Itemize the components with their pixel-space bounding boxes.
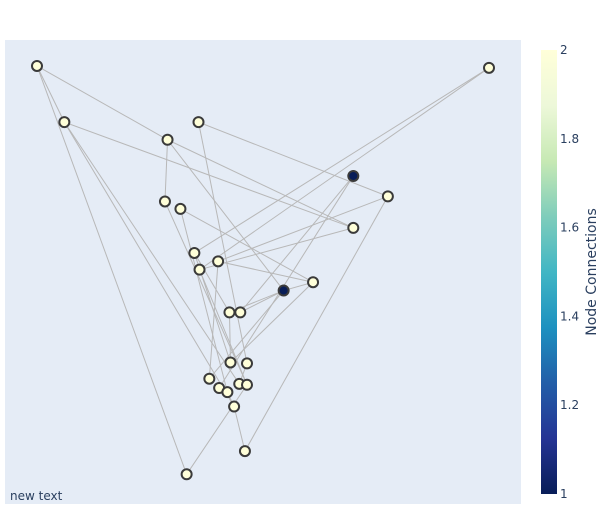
node-point-26[interactable]: [180, 468, 193, 481]
node-point-0[interactable]: [30, 59, 43, 72]
node-point-12[interactable]: [193, 263, 206, 276]
edge-line-6: [63, 121, 235, 407]
colorbar-tick-label-0: 1: [560, 487, 568, 501]
edge-line-23: [218, 260, 314, 283]
node-point-21[interactable]: [241, 378, 254, 391]
edge-line-13: [239, 175, 354, 313]
edge-line-0: [36, 65, 168, 141]
node-point-6[interactable]: [381, 190, 394, 203]
node-point-13[interactable]: [307, 276, 320, 289]
annotation-text: new text: [10, 489, 63, 503]
node-point-18[interactable]: [241, 357, 254, 370]
node-point-7[interactable]: [158, 195, 171, 208]
edge-line-2: [36, 65, 188, 475]
node-point-11[interactable]: [212, 255, 225, 268]
edge-line-34: [233, 406, 246, 452]
edge-line-17: [179, 208, 228, 393]
edge-line-32: [199, 269, 248, 385]
node-point-3[interactable]: [192, 116, 205, 129]
edge-line-11: [164, 139, 169, 202]
colorbar-tick-label-1: 1.2: [560, 398, 579, 412]
node-point-5[interactable]: [347, 169, 360, 182]
edge-line-4: [199, 67, 490, 271]
edge-line-9: [198, 121, 389, 197]
node-point-24[interactable]: [228, 400, 241, 413]
edge-line-20: [167, 139, 354, 229]
node-point-14[interactable]: [277, 284, 290, 297]
plot-background: [5, 40, 521, 504]
edge-line-1: [36, 65, 65, 123]
node-point-2[interactable]: [58, 116, 71, 129]
node-point-23[interactable]: [221, 386, 234, 399]
edges-layer: [36, 65, 490, 475]
edge-line-12: [218, 175, 354, 389]
colorbar-ticks: 1 1.2 1.4 1.6 1.8 2: [560, 43, 579, 501]
edge-line-35: [186, 384, 248, 475]
colorbar-tick-label-3: 1.6: [560, 221, 579, 235]
edge-line-7: [63, 121, 240, 385]
colorbar-tick-label-4: 1.8: [560, 132, 579, 146]
edge-line-24: [208, 261, 219, 379]
colorbar-title: Node Connections: [584, 208, 600, 336]
colorbar-tick-label-5: 2: [560, 43, 568, 57]
node-point-16[interactable]: [234, 306, 247, 319]
edge-line-26: [230, 281, 314, 363]
edge-line-21: [193, 252, 230, 313]
edge-line-30: [228, 312, 231, 363]
edge-line-18: [180, 208, 314, 283]
edge-line-16: [164, 201, 248, 385]
node-point-4[interactable]: [161, 133, 174, 146]
colorbar-bar: [541, 50, 557, 494]
edge-line-3: [194, 67, 490, 254]
node-point-9[interactable]: [347, 221, 360, 234]
colorbar-tick-label-2: 1.4: [560, 309, 579, 323]
node-point-19[interactable]: [203, 372, 216, 385]
node-point-1[interactable]: [483, 61, 496, 74]
edge-line-28: [240, 290, 284, 313]
node-point-15[interactable]: [223, 306, 236, 319]
node-point-8[interactable]: [174, 202, 187, 215]
node-point-17[interactable]: [224, 356, 237, 369]
nodes-layer: [30, 59, 496, 481]
edge-line-10: [167, 139, 285, 291]
edge-line-29: [208, 290, 285, 380]
node-point-25[interactable]: [238, 445, 251, 458]
node-point-10[interactable]: [188, 246, 201, 259]
edge-line-14: [244, 196, 389, 452]
colorbar: 1 1.2 1.4 1.6 1.8 2 Node Connections: [541, 43, 600, 501]
edge-line-8: [198, 122, 248, 364]
edge-line-15: [217, 195, 389, 262]
